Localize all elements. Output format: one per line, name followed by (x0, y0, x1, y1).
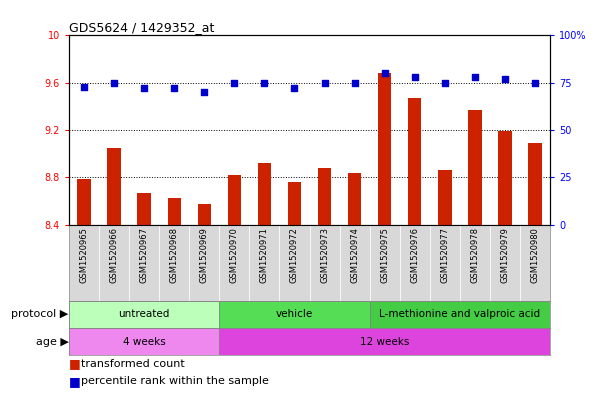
Bar (468, 110, 481, 225)
Text: protocol ▶: protocol ▶ (11, 309, 69, 320)
Point (530, 80, 540, 86)
Point (410, 74, 419, 80)
Text: GSM1520969: GSM1520969 (200, 227, 209, 283)
Bar (198, 204, 211, 225)
Bar (258, 163, 271, 225)
Text: GSM1520970: GSM1520970 (230, 227, 239, 283)
Bar (408, 98, 421, 225)
Point (230, 80, 239, 86)
Point (350, 80, 359, 86)
Text: GSM1520973: GSM1520973 (320, 227, 329, 283)
Text: GSM1520975: GSM1520975 (380, 227, 389, 283)
Text: ■: ■ (69, 375, 81, 388)
Bar (219, 328, 550, 355)
Bar (348, 173, 361, 225)
Bar (108, 148, 121, 225)
Bar (78, 179, 91, 225)
Bar (219, 225, 249, 301)
Text: GSM1520965: GSM1520965 (80, 227, 88, 283)
Text: ■: ■ (69, 357, 81, 370)
Bar (400, 225, 430, 301)
Bar (288, 182, 301, 225)
Bar (318, 168, 331, 225)
Text: transformed count: transformed count (81, 358, 185, 369)
Point (200, 89, 209, 95)
Point (380, 70, 389, 76)
Point (440, 80, 450, 86)
Text: GSM1520979: GSM1520979 (501, 227, 509, 283)
Bar (129, 225, 159, 301)
Bar (69, 225, 99, 301)
Bar (69, 328, 219, 355)
Text: GSM1520977: GSM1520977 (441, 227, 449, 283)
Point (470, 74, 480, 80)
Text: GSM1520980: GSM1520980 (531, 227, 539, 283)
Bar (219, 301, 370, 328)
Bar (189, 225, 219, 301)
Point (500, 76, 510, 82)
Point (109, 80, 119, 86)
Bar (340, 225, 370, 301)
Text: GSM1520976: GSM1520976 (410, 227, 419, 283)
Text: age ▶: age ▶ (35, 337, 69, 347)
Bar (138, 193, 151, 225)
Bar (159, 225, 189, 301)
Bar (490, 225, 520, 301)
Bar (528, 143, 542, 225)
Bar (69, 301, 219, 328)
Point (169, 85, 179, 92)
Bar (520, 225, 550, 301)
Text: 4 weeks: 4 weeks (123, 337, 166, 347)
Bar (168, 198, 181, 225)
Text: GDS5624 / 1429352_at: GDS5624 / 1429352_at (69, 21, 215, 34)
Text: GSM1520971: GSM1520971 (260, 227, 269, 283)
Text: percentile rank within the sample: percentile rank within the sample (81, 376, 269, 386)
Point (260, 80, 269, 86)
Point (320, 80, 329, 86)
Text: L-methionine and valproic acid: L-methionine and valproic acid (379, 309, 540, 320)
Bar (249, 225, 279, 301)
Bar (370, 225, 400, 301)
Text: GSM1520974: GSM1520974 (350, 227, 359, 283)
Bar (430, 225, 460, 301)
Text: GSM1520972: GSM1520972 (290, 227, 299, 283)
Text: GSM1520968: GSM1520968 (170, 227, 178, 283)
Text: vehicle: vehicle (276, 309, 313, 320)
Text: GSM1520978: GSM1520978 (471, 227, 479, 283)
Point (139, 85, 149, 92)
Bar (279, 225, 310, 301)
Text: untreated: untreated (118, 309, 170, 320)
Bar (228, 175, 241, 225)
Text: GSM1520967: GSM1520967 (140, 227, 148, 283)
Text: GSM1520966: GSM1520966 (110, 227, 118, 283)
Bar (460, 225, 490, 301)
Bar (310, 225, 340, 301)
Bar (99, 225, 129, 301)
Bar (370, 301, 550, 328)
Bar (498, 131, 511, 225)
Bar (438, 171, 451, 225)
Bar (378, 73, 391, 225)
Point (79, 83, 89, 90)
Point (290, 85, 299, 92)
Text: 12 weeks: 12 weeks (360, 337, 409, 347)
